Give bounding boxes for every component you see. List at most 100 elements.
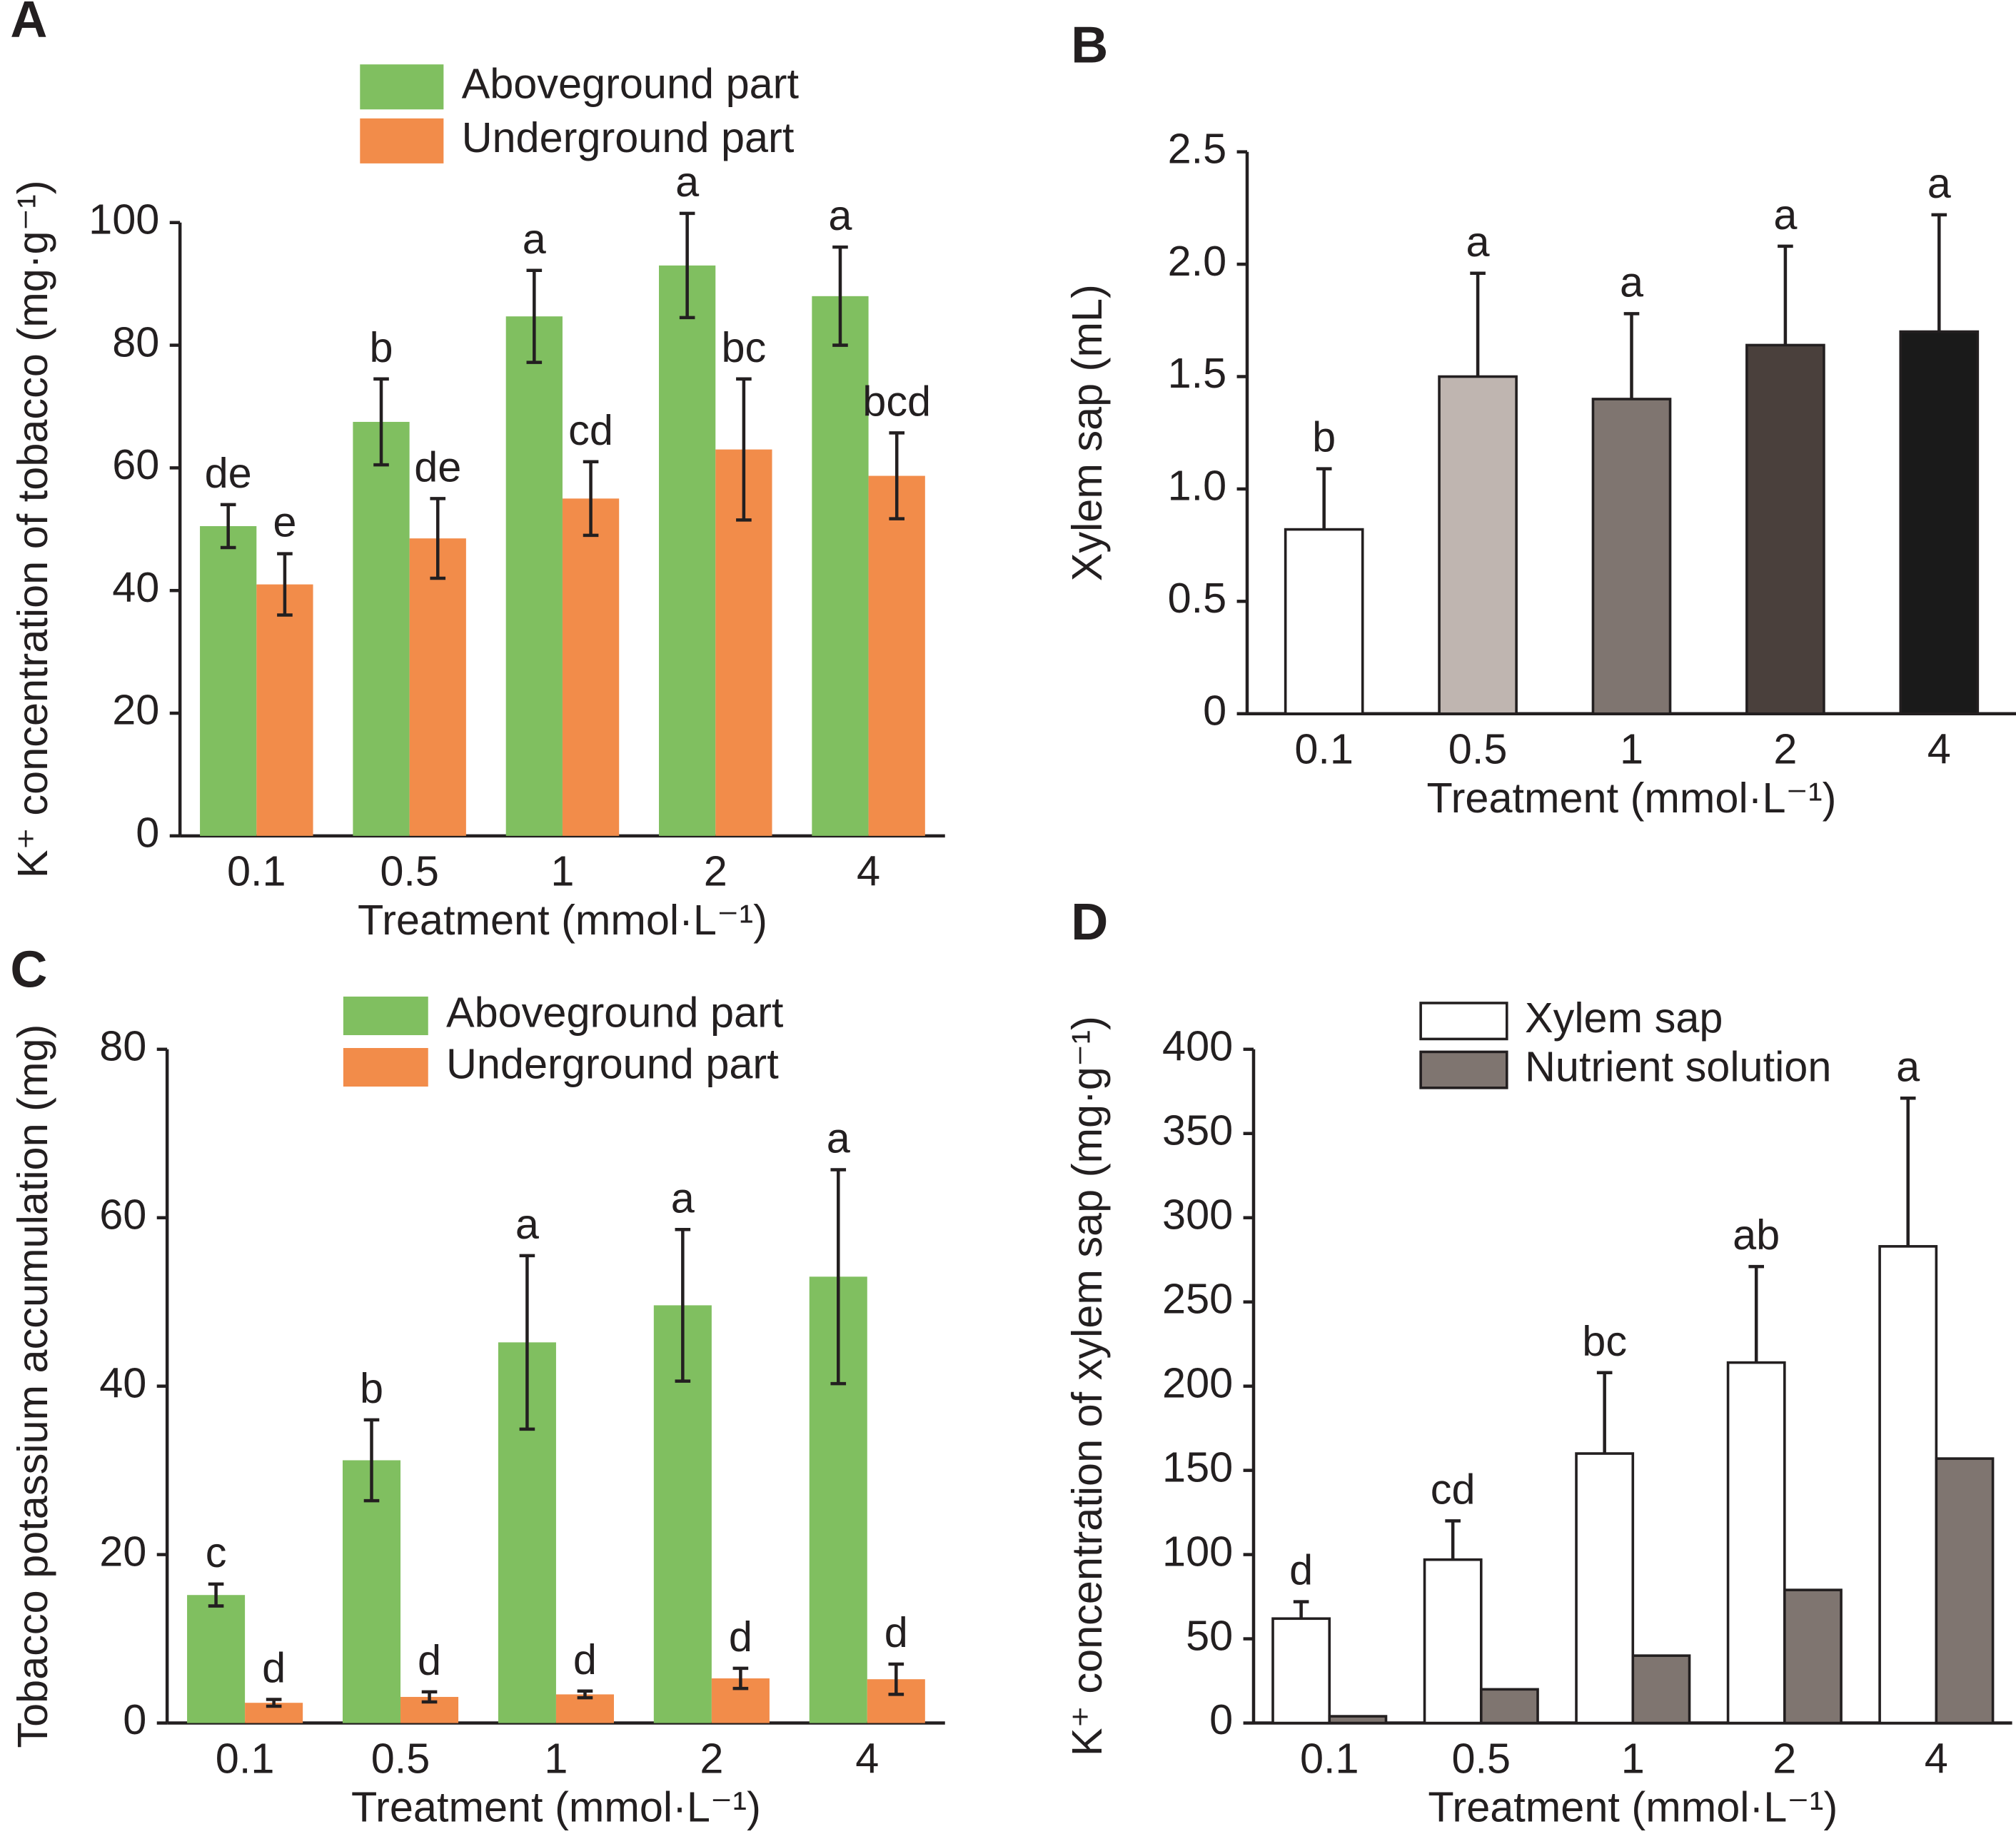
y-tick-label: 250 [1162,1274,1233,1322]
x-tick-label: 2 [1773,725,1797,772]
y-tick-label: 0 [1209,1696,1233,1743]
error-bar [1623,312,1640,399]
bar [1935,1457,1995,1725]
x-tick-label: 2 [700,1734,723,1782]
error-bar [208,1582,224,1608]
error-bar [220,503,236,550]
legend-label: Underground part [446,1040,779,1088]
x-tick-label: 1 [1621,1734,1645,1782]
y-tick-label: 400 [1162,1022,1233,1070]
y-tick-label: 0.5 [1168,574,1227,622]
y-tick-label: 0 [1203,686,1226,734]
y-tick-label: 60 [99,1190,146,1238]
x-tick-label: 0.1 [1294,725,1354,772]
y-axis-title: Tobacco potassium accumulation (mg) [9,1024,56,1748]
y-axis-title: K⁺ concentration of xylem sap (mg·g⁻¹) [1063,1016,1111,1756]
bar [1726,1361,1786,1725]
y-tick-label: 150 [1162,1443,1233,1491]
x-tick-label: 0.5 [1451,1734,1511,1782]
x-tick-label: 0.5 [371,1734,430,1782]
significance-letter: b [369,323,393,371]
significance-letter: bc [1582,1317,1627,1365]
y-tick-label: 40 [112,563,159,611]
x-tick-label: 2 [1773,1734,1796,1782]
significance-letter: cd [1431,1465,1476,1513]
bar [1878,1245,1938,1725]
x-tick-label: 4 [855,1734,879,1782]
y-tick-label: 2.5 [1168,124,1227,172]
bar [1899,330,1980,715]
x-axis-title: Treatment (mmol·L⁻¹) [358,896,767,944]
bar [1328,1715,1388,1725]
y-tick-label: 20 [112,686,159,734]
y-tick-label: 350 [1162,1106,1233,1154]
error-bar [526,268,543,364]
bar [409,538,466,836]
x-tick-label: 0.5 [380,847,439,895]
y-tick-label: 40 [99,1359,146,1406]
y-tick-label: 300 [1162,1190,1233,1238]
significance-letter: a [671,1174,695,1221]
significance-letter: cd [568,406,613,454]
legend-label: Nutrient solution [1525,1042,1831,1090]
panel-label: D [1071,894,1108,951]
significance-letter: d [262,1644,286,1692]
significance-letter: a [523,215,547,263]
y-axis-title: K⁺ concentration of tobacco (mg·g⁻¹) [9,180,56,878]
significance-letter: b [360,1364,383,1412]
y-tick-label: 0 [123,1696,146,1743]
significance-letter: d [729,1613,752,1661]
significance-letter: bc [722,323,767,371]
x-tick-label: 1 [550,847,574,895]
error-bar [1293,1600,1309,1619]
bar [659,265,716,836]
panel-label: A [10,0,47,49]
significance-letter: ab [1733,1211,1780,1259]
error-bar [732,1666,749,1691]
significance-letter: a [1927,159,1952,207]
error-bar [736,377,752,522]
x-tick-label: 0.5 [1448,725,1508,772]
panel-label: B [1071,17,1108,74]
x-tick-label: 4 [857,847,880,895]
error-bar [577,1689,593,1700]
error-bar [1778,244,1793,346]
significance-letter: bcd [862,377,931,425]
x-axis-title: Treatment (mmol·L⁻¹) [1428,1783,1838,1831]
error-bar [277,552,293,617]
error-bar [373,377,389,467]
error-bar [889,431,905,520]
error-bar [1596,1371,1613,1454]
legend-label: Underground part [462,114,795,161]
bar [812,296,869,836]
panel-label: C [10,942,47,999]
x-tick-label: 0.1 [216,1734,275,1782]
error-bar [888,1662,904,1696]
y-tick-label: 1.0 [1168,462,1227,510]
legend-label: Aboveground part [446,989,784,1037]
significance-letter: d [884,1608,908,1656]
y-tick-label: 100 [89,195,159,243]
bar [868,475,925,836]
bar [187,1595,246,1723]
y-tick-label: 80 [112,318,159,366]
significance-letter: d [573,1636,597,1683]
significance-letter: de [414,443,461,490]
significance-letter: e [273,498,296,546]
error-bar [430,497,446,580]
bar [1631,1654,1691,1725]
error-bar [679,211,695,320]
bar [353,421,410,836]
x-tick-label: 2 [704,847,727,895]
error-bar [421,1690,438,1704]
legend-swatch [360,64,444,110]
x-tick-label: 1 [1620,725,1643,772]
bar [1783,1588,1843,1725]
significance-letter: a [515,1200,540,1248]
significance-letter: a [827,1114,851,1162]
error-bar [363,1418,380,1503]
x-tick-label: 0.1 [227,847,286,895]
error-bar [675,1227,691,1383]
y-tick-label: 1.5 [1168,349,1227,397]
bar [1271,1617,1331,1725]
